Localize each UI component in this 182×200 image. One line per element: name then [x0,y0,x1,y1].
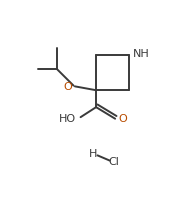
Text: HO: HO [59,114,76,124]
Text: O: O [63,82,72,92]
Text: O: O [118,114,127,124]
Text: Cl: Cl [108,157,119,167]
Text: NH: NH [132,49,149,59]
Text: H: H [89,149,98,159]
